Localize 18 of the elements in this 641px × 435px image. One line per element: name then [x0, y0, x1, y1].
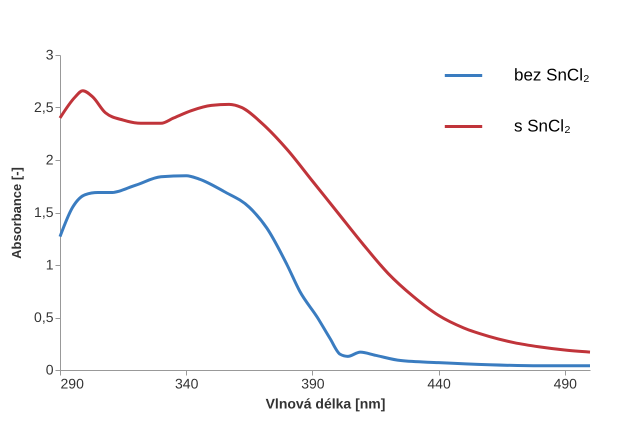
x-tick-label: 390 — [301, 376, 325, 392]
line-series — [58, 89, 592, 354]
y-tick-label: 0,5 — [34, 309, 54, 325]
x-tick-label: 490 — [554, 376, 578, 392]
y-axis-title: Absorbance [-] — [9, 167, 24, 259]
y-tick-label: 2 — [46, 152, 54, 168]
legend-label: s SnCl₂ — [514, 116, 571, 136]
y-tick-label: 2,5 — [34, 99, 54, 115]
x-tick-label: 290 — [60, 376, 84, 392]
y-tick-label: 3 — [46, 46, 54, 62]
legend-label: bez SnCl₂ — [514, 66, 590, 84]
y-tick-label: 1 — [46, 256, 54, 272]
x-tick-label: 340 — [175, 376, 199, 392]
y-tick-label: 0 — [46, 362, 54, 378]
y-tick-label: 1,5 — [34, 204, 54, 220]
x-tick-label: 440 — [427, 376, 451, 392]
line-series — [58, 174, 592, 368]
x-axis-title: Vlnová délka [nm] — [266, 396, 386, 412]
